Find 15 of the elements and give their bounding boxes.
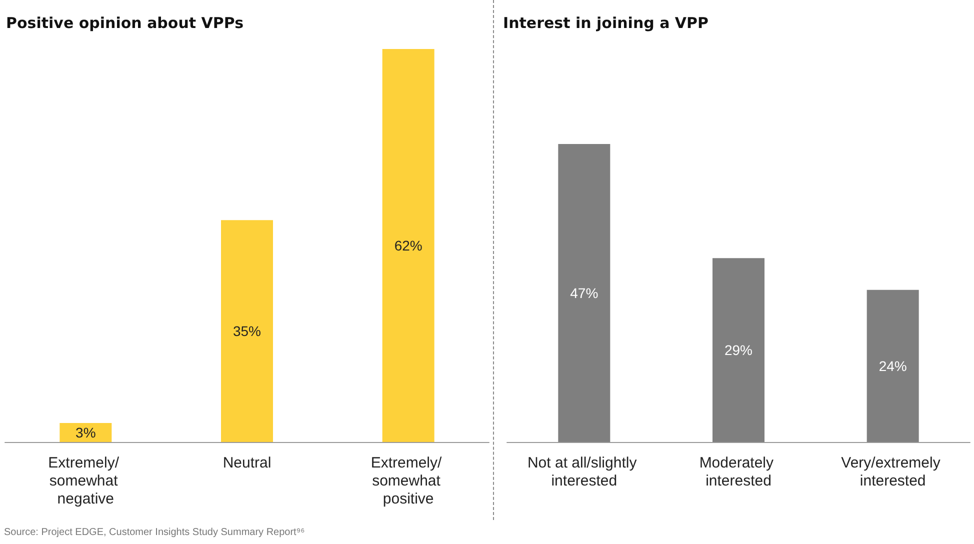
chart-title: Positive opinion about VPPs	[6, 14, 244, 32]
data-label: 35%	[232, 323, 262, 340]
x-tick-label: Extremely/ somewhat positive	[370, 454, 446, 508]
x-tick-label: Moderately interested	[699, 454, 778, 490]
x-tick-label: Neutral	[222, 454, 272, 472]
data-label: 47%	[570, 285, 598, 301]
source-note: Source: Project EDGE, Customer Insights Study Summary Report⁹⁶	[4, 527, 305, 538]
x-tick-label: Very/extremely interested	[841, 454, 945, 490]
x-tick-label: Extremely/ somewhat negative	[48, 454, 124, 508]
chart-title: Interest in joining a VPP	[503, 14, 709, 32]
data-label: 62%	[394, 238, 422, 254]
data-label: 29%	[724, 342, 753, 358]
x-tick-label: Not at all/slightly interested	[527, 454, 641, 490]
data-label: 3%	[76, 424, 96, 440]
data-label: 24%	[878, 358, 907, 374]
